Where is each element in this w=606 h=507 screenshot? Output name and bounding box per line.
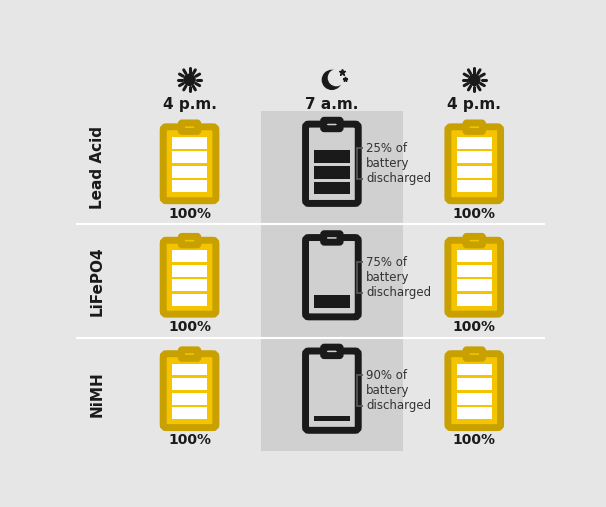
Bar <box>172 378 207 390</box>
Bar <box>315 416 350 421</box>
Bar <box>172 166 207 177</box>
Bar <box>172 407 207 419</box>
Text: 100%: 100% <box>168 320 211 334</box>
Bar <box>315 182 350 195</box>
Bar <box>456 137 492 149</box>
Bar <box>456 265 492 277</box>
Text: 100%: 100% <box>453 433 496 448</box>
Bar <box>456 378 492 390</box>
Circle shape <box>322 70 341 89</box>
Bar <box>456 250 492 262</box>
Bar <box>456 166 492 177</box>
Bar <box>456 279 492 291</box>
FancyBboxPatch shape <box>181 350 198 358</box>
FancyBboxPatch shape <box>305 351 358 430</box>
FancyBboxPatch shape <box>305 238 358 317</box>
FancyBboxPatch shape <box>163 240 216 314</box>
FancyBboxPatch shape <box>324 347 340 355</box>
Bar <box>172 151 207 163</box>
FancyBboxPatch shape <box>466 236 482 245</box>
Bar <box>315 295 350 308</box>
Text: Lead Acid: Lead Acid <box>90 126 105 209</box>
FancyBboxPatch shape <box>181 236 198 245</box>
FancyBboxPatch shape <box>466 123 482 131</box>
Bar <box>456 151 492 163</box>
Bar <box>172 265 207 277</box>
Bar <box>456 364 492 376</box>
Bar <box>315 166 350 179</box>
Text: NiMH: NiMH <box>90 372 105 417</box>
Bar <box>172 392 207 405</box>
Text: 4 p.m.: 4 p.m. <box>447 97 501 113</box>
Bar <box>456 407 492 419</box>
Text: 100%: 100% <box>453 320 496 334</box>
Text: 100%: 100% <box>168 433 211 448</box>
Text: 100%: 100% <box>168 206 211 221</box>
Text: 75% of
battery
discharged: 75% of battery discharged <box>366 256 431 299</box>
FancyBboxPatch shape <box>181 123 198 131</box>
Circle shape <box>184 75 195 85</box>
Bar <box>456 294 492 306</box>
Bar <box>315 150 350 163</box>
Text: 100%: 100% <box>453 206 496 221</box>
FancyBboxPatch shape <box>305 124 358 203</box>
FancyBboxPatch shape <box>163 127 216 201</box>
FancyBboxPatch shape <box>448 354 501 427</box>
FancyBboxPatch shape <box>466 350 482 358</box>
Bar <box>172 294 207 306</box>
Bar <box>456 392 492 405</box>
FancyBboxPatch shape <box>448 127 501 201</box>
Circle shape <box>468 75 480 85</box>
Text: 25% of
battery
discharged: 25% of battery discharged <box>366 142 431 185</box>
Text: 7 a.m.: 7 a.m. <box>305 97 359 113</box>
Bar <box>172 137 207 149</box>
Bar <box>456 180 492 192</box>
FancyBboxPatch shape <box>163 354 216 427</box>
FancyBboxPatch shape <box>324 120 340 129</box>
FancyBboxPatch shape <box>448 240 501 314</box>
Bar <box>172 180 207 192</box>
Text: LiFePO4: LiFePO4 <box>90 246 105 316</box>
Bar <box>172 279 207 291</box>
Text: 90% of
battery
discharged: 90% of battery discharged <box>366 369 431 412</box>
Bar <box>172 250 207 262</box>
Bar <box>172 364 207 376</box>
FancyBboxPatch shape <box>324 234 340 242</box>
Bar <box>261 111 403 451</box>
Circle shape <box>328 70 344 86</box>
Text: 4 p.m.: 4 p.m. <box>162 97 216 113</box>
